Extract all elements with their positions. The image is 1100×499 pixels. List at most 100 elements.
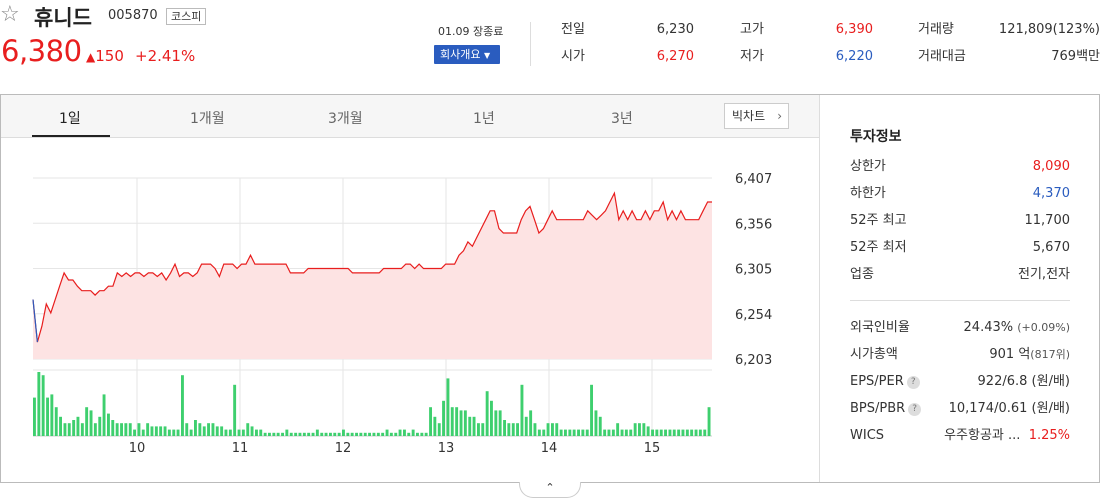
price-change: ▲150 [86, 47, 124, 65]
tab-1m[interactable]: 1개월 [190, 111, 225, 127]
bps-pbr-row: BPS/PBR? 10,174/0.61 (원/배) [850, 400, 1070, 418]
volume-bar [146, 423, 150, 436]
help-icon[interactable]: ? [906, 376, 920, 389]
volume-bar [289, 432, 293, 436]
volume-value: 121,809(123%) [998, 22, 1100, 37]
volume-bar [281, 432, 284, 436]
volume-bar [616, 423, 620, 436]
volume-bar [442, 400, 445, 436]
volume-bar [376, 432, 380, 436]
y-tick-label: 6,407 [735, 172, 772, 187]
volume-bar [507, 423, 511, 436]
wics-value: 우주항공과 ... 1.25% [944, 427, 1070, 445]
volume-bar [664, 429, 667, 436]
volume-bar [520, 384, 524, 436]
tab-3y[interactable]: 3년 [611, 111, 633, 127]
volume-bar [241, 429, 245, 436]
volume-bar [685, 429, 689, 436]
wics-sector[interactable]: 우주항공과 ... [944, 428, 1021, 443]
volume-bar [350, 432, 354, 436]
volume-bars [33, 372, 711, 436]
volume-bar [228, 429, 232, 436]
volume-bar [124, 423, 128, 436]
volume-bar [555, 423, 559, 436]
volume-bar [564, 429, 567, 436]
open-value: 6,270 [656, 49, 694, 64]
volume-bar [494, 410, 498, 436]
volume-bar [329, 432, 332, 436]
foreign-ratio-change: (+0.09%) [1017, 321, 1070, 334]
volume-bar [189, 429, 193, 436]
volume-bar [337, 432, 341, 436]
volume-bar [585, 429, 589, 436]
big-chart-button[interactable]: 빅차트 › [724, 103, 789, 129]
upper-limit-label: 상한가 [850, 159, 886, 174]
upper-limit-value: 8,090 [1032, 159, 1070, 174]
volume-bar [198, 423, 202, 436]
volume-bar [481, 423, 485, 436]
volume-bar [172, 429, 176, 436]
volume-bar [568, 429, 572, 436]
company-overview-label: 회사개요 [440, 48, 481, 61]
volume-bar [659, 429, 663, 436]
current-price: 6,380 [1, 34, 82, 68]
eps-per-label: EPS/PER? [850, 373, 920, 391]
volume-bar [93, 423, 97, 436]
eps-per-label-text: EPS/PER [850, 374, 904, 389]
volume-bar [311, 432, 315, 436]
volume-bar [85, 407, 89, 436]
amount-value: 769백만 [1051, 49, 1100, 64]
volume-bar [98, 416, 102, 436]
volume-label: 거래량 [918, 22, 954, 37]
volume-bar [294, 432, 298, 436]
tab-3m[interactable]: 3개월 [328, 111, 363, 127]
tab-1y[interactable]: 1년 [473, 111, 495, 127]
wics-label: WICS [850, 428, 885, 443]
volume-bar [50, 394, 54, 436]
star-outline-icon[interactable]: ☆ [0, 2, 20, 27]
chart-panel: 1일 1개월 3개월 1년 3년 빅차트 › [0, 94, 1100, 483]
volume-bar [472, 416, 476, 436]
volume-bar [268, 432, 271, 436]
volume-bar [594, 410, 598, 436]
volume-bar [154, 426, 158, 436]
volume-bar [424, 432, 428, 436]
market-cap-label: 시가총액 [850, 347, 898, 362]
market-cap-rank: (817위) [1030, 348, 1070, 361]
volume-bar [46, 397, 49, 436]
x-tick-label: 10 [129, 441, 146, 456]
tab-1d[interactable]: 1일 [59, 111, 81, 127]
volume-bar [707, 407, 711, 436]
y-tick-label: 6,305 [735, 263, 772, 278]
volume-bar [276, 432, 280, 436]
company-overview-button[interactable]: 회사개요 ▼ [434, 45, 500, 64]
volume-bar [433, 416, 437, 436]
bps-pbr-unit: (원/배) [1031, 401, 1070, 416]
volume-bar [89, 410, 93, 436]
volume-bar [681, 429, 685, 436]
52w-high-row: 52주 최고 11,700 [850, 212, 1070, 230]
stock-code: 005870 [108, 8, 158, 23]
volume-bar [211, 423, 215, 436]
volume-bar [259, 429, 263, 436]
volume-bar [463, 410, 467, 436]
volume-bar [233, 384, 237, 436]
volume-bar [398, 429, 402, 436]
sector-value[interactable]: 전기,전자 [1018, 267, 1070, 282]
collapse-toggle[interactable]: ⌃ [519, 482, 581, 498]
volume-bar [437, 423, 441, 436]
volume-bar [581, 429, 585, 436]
chevron-up-icon: ⌃ [545, 481, 555, 494]
volume-bar [546, 423, 550, 436]
volume-bar [215, 426, 219, 436]
active-tab-indicator [32, 135, 110, 137]
volume-bar [80, 423, 84, 436]
volume-bar [250, 426, 254, 436]
y-tick-label: 6,356 [735, 217, 772, 232]
volume-bar [537, 429, 541, 436]
triangle-up-icon: ▲ [86, 50, 96, 64]
help-icon[interactable]: ? [908, 403, 922, 416]
volume-bar [67, 423, 71, 436]
price-area-fill [33, 193, 712, 359]
x-tick-label: 15 [644, 441, 661, 456]
